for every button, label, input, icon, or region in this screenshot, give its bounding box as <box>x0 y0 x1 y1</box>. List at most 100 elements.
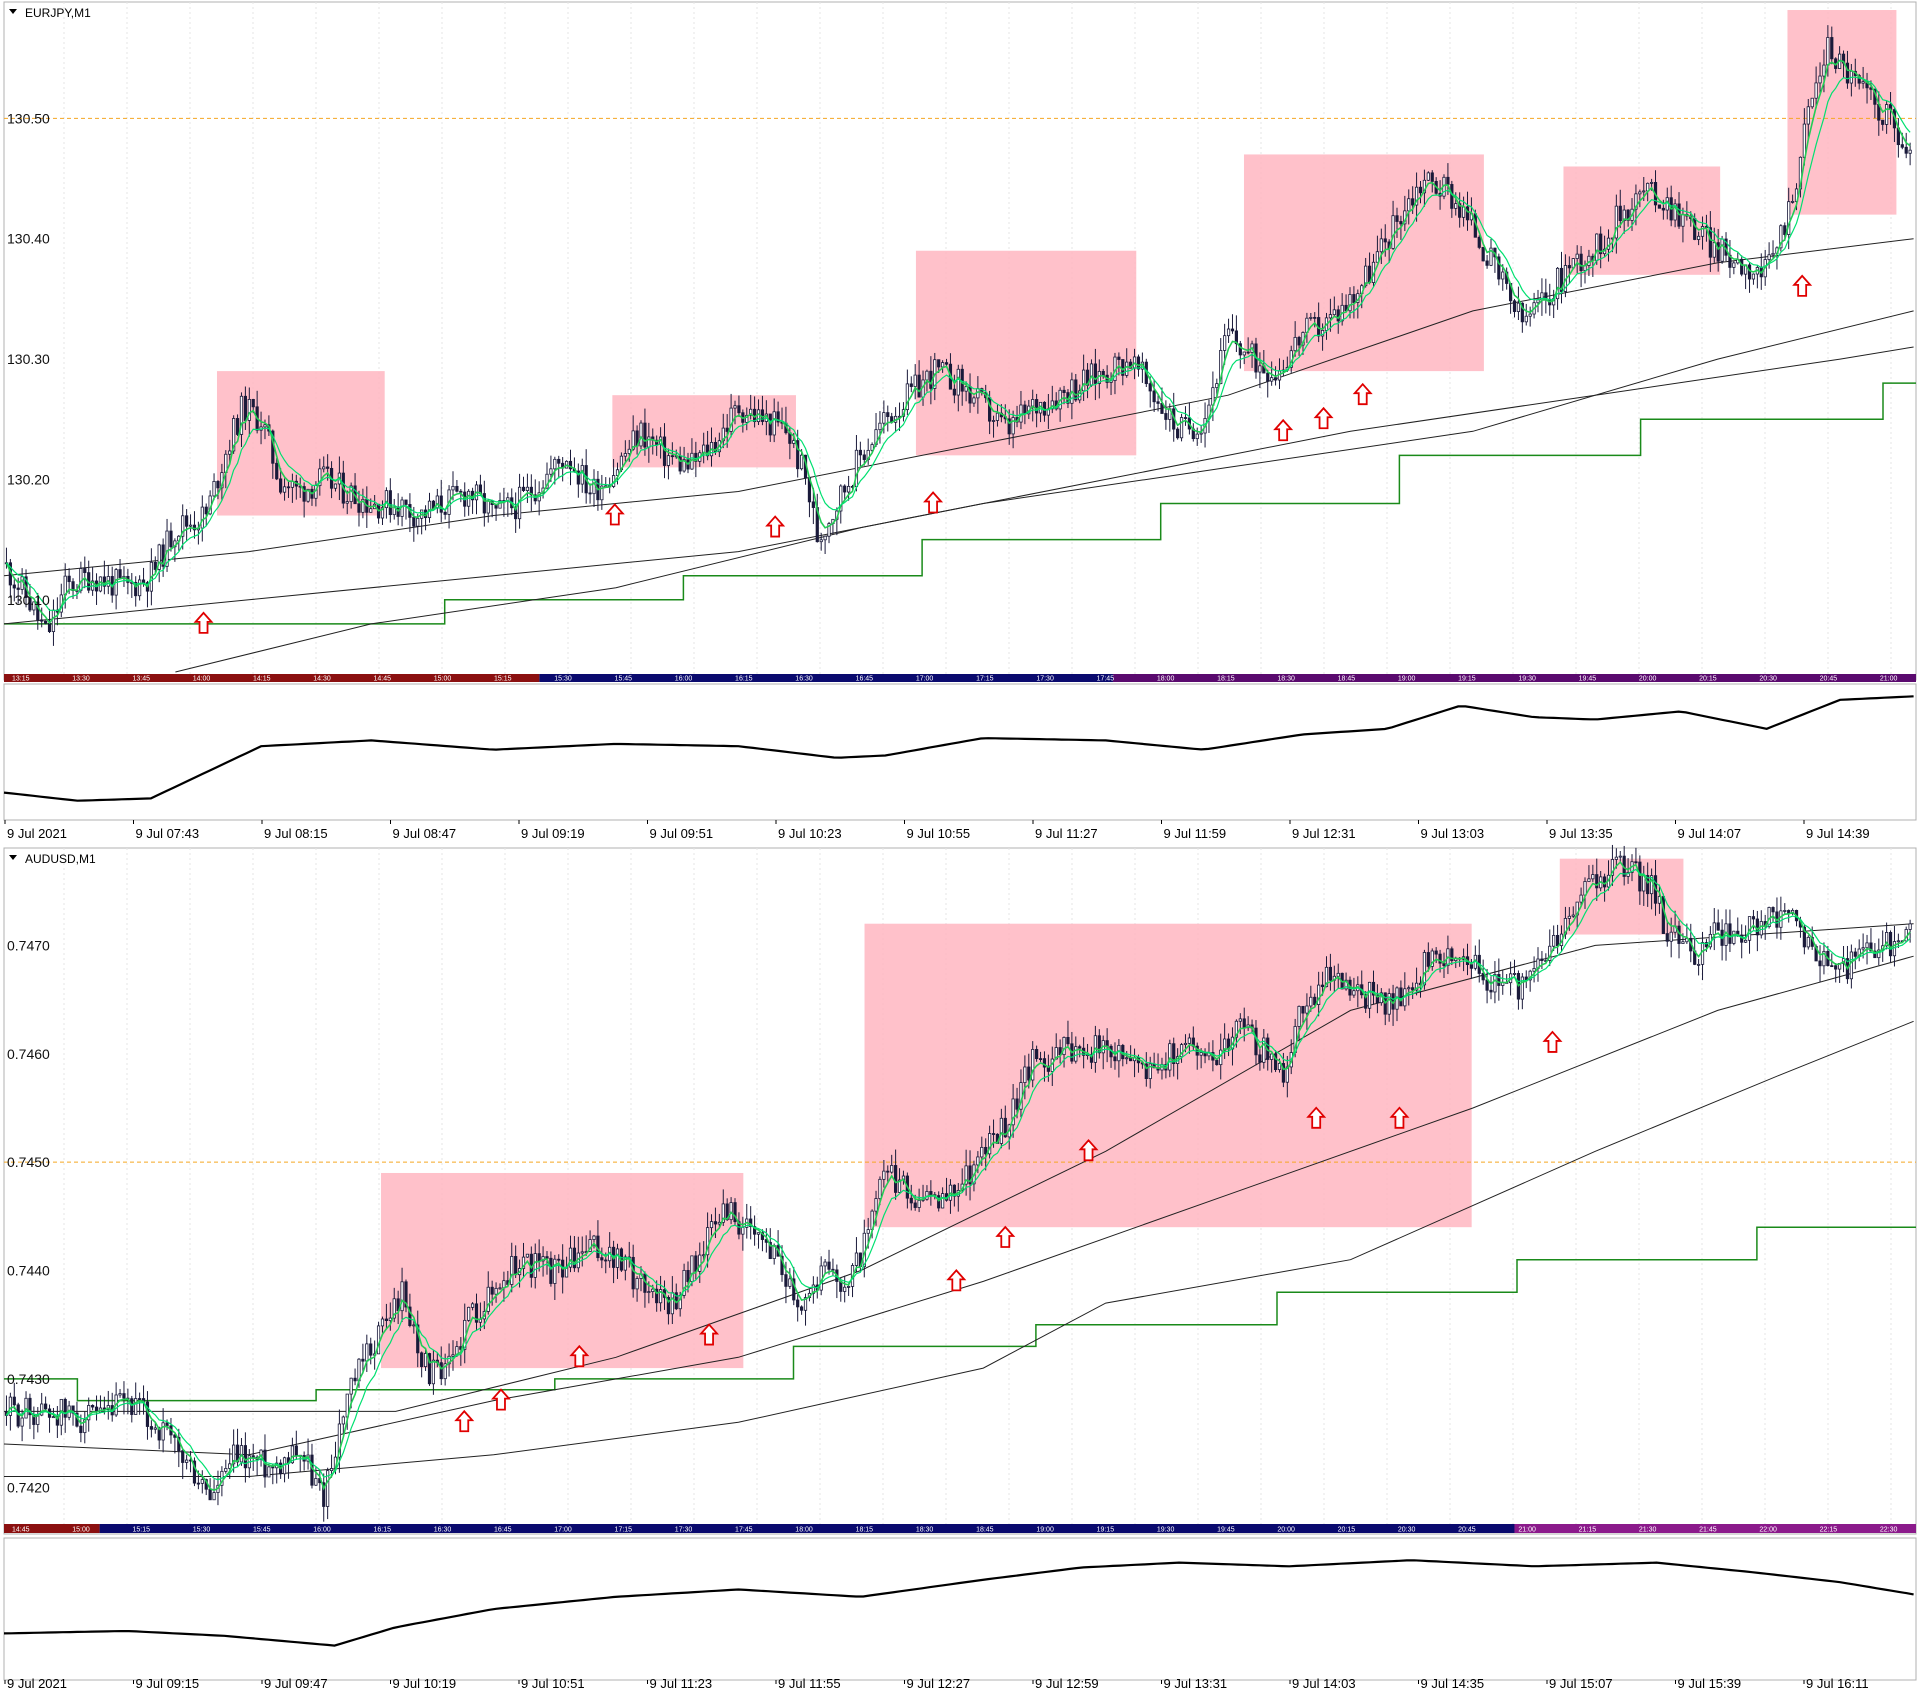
candle-body <box>521 1256 526 1269</box>
candle-body <box>1512 300 1517 312</box>
session-time-label: 14:15 <box>253 676 271 683</box>
candle-body <box>130 1398 134 1415</box>
session-time-label: 20:45 <box>1820 676 1838 683</box>
candle-body <box>1669 931 1673 942</box>
session-time-label: 13:15 <box>12 676 30 683</box>
session-time-label: 20:30 <box>1759 676 1777 683</box>
candle-body <box>1031 1049 1035 1081</box>
candle-body <box>1172 1043 1176 1064</box>
eurjpy-chart-window[interactable]: 130.50 130.40 130.30 130.20 130.10 13:15 13:3… <box>3 1 1917 841</box>
eurjpy-symbol-title: EURJPY,M1 <box>25 6 91 20</box>
eurjpy-dropdown-icon[interactable] <box>9 9 17 14</box>
candle-body <box>431 1359 436 1385</box>
candle-body <box>870 444 874 451</box>
session-time-label: 18:30 <box>1277 676 1295 683</box>
candle-body <box>1242 1018 1246 1029</box>
session-time-label: 19:45 <box>1217 1527 1235 1534</box>
candle-body <box>357 503 361 513</box>
candle-body <box>843 1286 847 1292</box>
candle-body <box>1559 267 1564 292</box>
session-time-label: 20:30 <box>1398 1527 1416 1534</box>
time-tick-label: 9 Jul 14:35 <box>1421 1676 1485 1691</box>
candle-body <box>1050 400 1054 410</box>
candle-body <box>228 450 232 455</box>
candle-body <box>909 1197 913 1204</box>
candle-body <box>1336 309 1340 322</box>
session-time-label: 14:00 <box>193 676 211 683</box>
candle-body <box>1348 294 1352 312</box>
candle-body <box>1528 313 1532 317</box>
candle-body <box>1297 1005 1301 1027</box>
candle-body <box>8 1396 12 1416</box>
price-tick-label: 0.7450 <box>7 1154 50 1170</box>
time-tick-label: 9 Jul 12:31 <box>1292 826 1356 841</box>
candle-body <box>1489 989 1493 993</box>
candle-body <box>1579 894 1583 903</box>
session-segment <box>1112 674 1916 682</box>
candle-body <box>67 575 71 583</box>
candle-body <box>627 448 631 454</box>
candle-body <box>1270 377 1274 382</box>
session-time-label: 15:15 <box>133 1527 151 1534</box>
candle-body <box>1579 253 1583 272</box>
time-tick-label: 9 Jul 08:15 <box>264 826 328 841</box>
candle-body <box>279 478 283 493</box>
candle-body <box>1352 294 1356 303</box>
time-tick-label: 9 Jul 15:39 <box>1678 1676 1742 1691</box>
candle-body <box>647 436 651 448</box>
candle-body <box>1328 966 1333 981</box>
candle-body <box>326 466 330 469</box>
price-tick-label: 0.7440 <box>7 1263 50 1279</box>
session-time-label: 17:30 <box>675 1527 693 1534</box>
candle-body <box>91 1405 95 1408</box>
candle-body <box>1238 1018 1242 1022</box>
candle-body <box>1865 942 1869 949</box>
eurjpy-price-axis: 130.50 130.40 130.30 130.20 130.10 <box>7 110 50 607</box>
candle-body <box>988 1133 992 1155</box>
candle-body <box>1587 255 1591 266</box>
candle-body <box>1896 940 1900 943</box>
candle-body <box>1618 205 1622 221</box>
session-time-label: 21:00 <box>1880 676 1898 683</box>
candle-body <box>991 420 996 422</box>
candle-body <box>717 1221 721 1225</box>
candle-body <box>1258 1054 1262 1063</box>
candle-body <box>1414 186 1419 206</box>
candle-body <box>545 473 549 489</box>
candle-body <box>796 1299 800 1308</box>
candle-body <box>275 462 279 480</box>
candle-body <box>886 412 890 418</box>
candle-body <box>1704 942 1709 948</box>
candle-body <box>1219 350 1223 385</box>
candle-body <box>1814 82 1818 99</box>
candle-body <box>1164 413 1168 420</box>
time-tick-label: 9 Jul 13:35 <box>1549 826 1613 841</box>
time-tick-label: 9 Jul 09:47 <box>264 1676 328 1691</box>
candle-body <box>545 1256 549 1259</box>
audusd-dropdown-icon[interactable] <box>9 855 17 860</box>
candle-body <box>161 1422 165 1441</box>
candle-body <box>1407 198 1411 212</box>
candle-body <box>1469 964 1474 969</box>
audusd-chart-window[interactable]: 0.7470 0.7460 0.7450 0.7440 0.7430 0.7420 14:… <box>3 844 1917 1691</box>
candle-body <box>1755 918 1759 936</box>
candle-body <box>1387 993 1391 1015</box>
candle-body <box>79 568 83 591</box>
candle-body <box>843 485 847 493</box>
candle-body <box>1199 1052 1203 1056</box>
candle-body <box>999 1117 1003 1144</box>
candle-body <box>122 1393 126 1399</box>
candle-body <box>79 1425 83 1434</box>
candle-body <box>631 430 635 450</box>
candle-body <box>549 1257 553 1284</box>
candle-body <box>1035 399 1039 414</box>
candle-body <box>134 1398 138 1415</box>
candle-body <box>913 1202 917 1208</box>
candle-body <box>1567 915 1571 919</box>
candle-body <box>40 619 44 622</box>
eurjpy-time-axis: 9 Jul 2021 9 Jul 07:43 9 Jul 08:15 9 Jul 08… <box>4 820 1870 841</box>
candle-body <box>1262 1037 1266 1063</box>
candle-body <box>282 486 287 493</box>
candle-body <box>886 1170 890 1173</box>
